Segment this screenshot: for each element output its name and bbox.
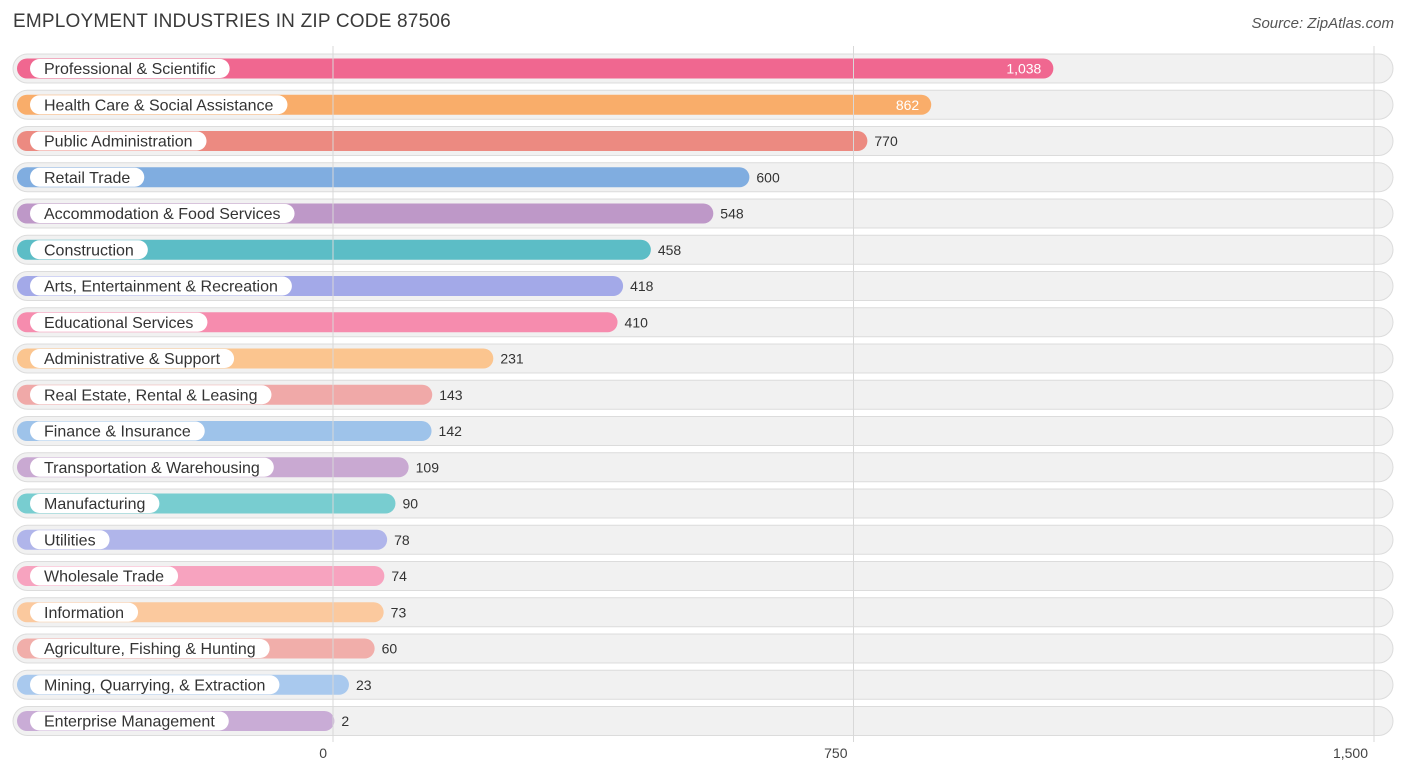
category-pill [30, 312, 208, 332]
value-label: 410 [625, 314, 649, 330]
category-label: Enterprise Management [44, 714, 215, 731]
bar-row: Real Estate, Rental & Leasing 143 [12, 379, 1394, 410]
tick-label: 0 [319, 745, 327, 761]
bar [17, 167, 750, 188]
category-label: Finance & Insurance [44, 424, 191, 441]
value-label: 60 [382, 641, 398, 657]
category-pill [30, 530, 110, 550]
category-pill [30, 421, 205, 441]
tick-label: 1,500 [1333, 745, 1368, 761]
bar-row: Wholesale Trade 74 [12, 561, 1394, 591]
value-label: 73 [391, 604, 407, 620]
category-label: Arts, Entertainment & Recreation [44, 279, 278, 296]
category-label: Construction [44, 242, 134, 259]
value-label: 548 [720, 206, 744, 222]
bar-row: Transportation & Warehousing 109 [12, 452, 1394, 483]
bar-row: Enterprise Management 2 [12, 706, 1394, 736]
category-label: Accommodation & Food Services [44, 206, 281, 223]
value-label: 458 [658, 242, 682, 258]
tick-label: 750 [824, 745, 848, 761]
value-label: 74 [391, 568, 407, 584]
value-label: 23 [356, 677, 372, 693]
category-pill [30, 276, 292, 296]
bar-rows: Professional & Scientific 1,038 Health Car… [12, 53, 1394, 736]
category-label: Administrative & Support [44, 351, 221, 368]
bar-row: Finance & Insurance 142 [12, 416, 1394, 446]
bar [17, 58, 1054, 79]
category-label: Retail Trade [44, 170, 130, 187]
source-label: Source: ZipAtlas.com [1251, 15, 1394, 32]
bar [17, 529, 388, 550]
value-label: 862 [896, 97, 920, 113]
category-label: Real Estate, Rental & Leasing [44, 387, 257, 404]
category-pill [30, 566, 179, 586]
x-axis: 0 750 1,500 [319, 745, 1368, 761]
category-pill [30, 131, 207, 151]
category-pill [30, 167, 145, 187]
bar-row: Agriculture, Fishing & Hunting 60 [12, 633, 1394, 664]
category-pill [30, 494, 160, 513]
chart-title: EMPLOYMENT INDUSTRIES IN ZIP CODE 87506 [13, 11, 451, 32]
category-pill [30, 204, 295, 223]
bar-row: Information 73 [12, 597, 1394, 628]
category-label: Professional & Scientific [44, 61, 216, 78]
category-pill [30, 95, 288, 115]
category-label: Manufacturing [44, 496, 145, 513]
category-label: Utilities [44, 532, 96, 549]
bar [17, 239, 651, 260]
value-label: 109 [416, 459, 440, 475]
category-pill [30, 711, 229, 731]
bar-row: Health Care & Social Assistance 862 [12, 89, 1394, 120]
bar-row: Public Administration 770 [12, 126, 1394, 156]
bar-row: Utilities 78 [12, 524, 1394, 555]
category-label: Public Administration [44, 134, 193, 151]
category-label: Health Care & Social Assistance [44, 97, 274, 114]
category-label: Mining, Quarrying, & Extraction [44, 677, 265, 694]
bar-row: Administrative & Support 231 [12, 343, 1394, 374]
category-pill [30, 675, 280, 695]
category-pill [30, 602, 139, 622]
category-pill [30, 385, 272, 405]
category-label: Wholesale Trade [44, 569, 164, 586]
value-label: 418 [630, 278, 654, 294]
value-label: 90 [402, 496, 418, 512]
bar-row: Construction 458 [12, 234, 1394, 265]
bar-row: Mining, Quarrying, & Extraction 23 [12, 669, 1394, 700]
category-pill [30, 240, 148, 260]
category-pill [30, 639, 270, 658]
category-pill [30, 59, 230, 78]
value-label: 142 [439, 423, 463, 439]
value-label: 78 [394, 532, 410, 548]
bar-row: Arts, Entertainment & Recreation 418 [12, 271, 1394, 301]
value-label: 143 [439, 387, 463, 403]
value-label: 1,038 [1006, 61, 1041, 77]
bar-row: Manufacturing 90 [12, 488, 1394, 519]
bar-track [12, 706, 1394, 736]
bar-row: Professional & Scientific 1,038 [12, 53, 1394, 84]
category-label: Educational Services [44, 315, 193, 332]
category-pill [30, 457, 274, 477]
category-pill [30, 349, 235, 368]
category-label: Agriculture, Fishing & Hunting [44, 641, 256, 658]
value-label: 600 [756, 169, 780, 185]
grid-lines [332, 46, 1375, 742]
bar-row: Retail Trade 600 [12, 162, 1394, 193]
bar [17, 131, 868, 151]
category-label: Information [44, 605, 124, 622]
bar-row: Educational Services 410 [12, 307, 1394, 338]
bar-track [12, 669, 1394, 700]
category-label: Transportation & Warehousing [44, 460, 260, 477]
value-label: 231 [500, 351, 524, 367]
bar-row: Accommodation & Food Services 548 [12, 198, 1394, 229]
value-label: 770 [874, 133, 898, 149]
value-label: 2 [341, 713, 349, 729]
